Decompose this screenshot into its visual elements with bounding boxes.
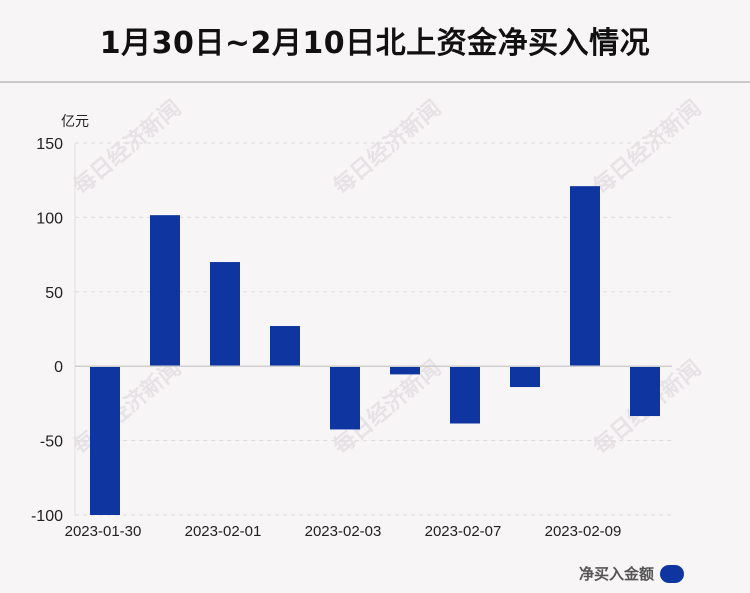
legend: 净买入金额 (579, 563, 684, 584)
y-tick-label: 0 (54, 359, 63, 376)
bar (150, 215, 180, 367)
title-divider (0, 81, 750, 83)
bar (270, 326, 300, 367)
y-tick-label: 100 (36, 210, 63, 227)
y-tick-label: 150 (36, 136, 63, 153)
y-axis-unit-label: 亿元 (61, 114, 89, 130)
bar (450, 366, 480, 424)
bar (510, 366, 540, 388)
x-tick-label: 2023-02-09 (545, 523, 622, 540)
chart-title: 1月30日~2月10日北上资金净买入情况 (99, 26, 651, 61)
x-tick-label: 2023-02-07 (425, 523, 502, 540)
legend-swatch (660, 564, 684, 583)
legend-label: 净买入金额 (578, 565, 654, 583)
bar (330, 366, 360, 430)
bar (90, 366, 120, 515)
x-tick-label: 2023-02-03 (305, 523, 382, 540)
x-tick-label: 2023-02-01 (185, 523, 262, 540)
y-tick-label: -50 (40, 434, 63, 451)
bar (210, 262, 240, 367)
bar (570, 186, 600, 367)
bar (390, 366, 420, 375)
bar (630, 366, 660, 417)
y-tick-label: 50 (45, 285, 63, 302)
x-tick-label: 2023-01-30 (65, 523, 142, 540)
y-tick-label: -100 (31, 508, 63, 525)
